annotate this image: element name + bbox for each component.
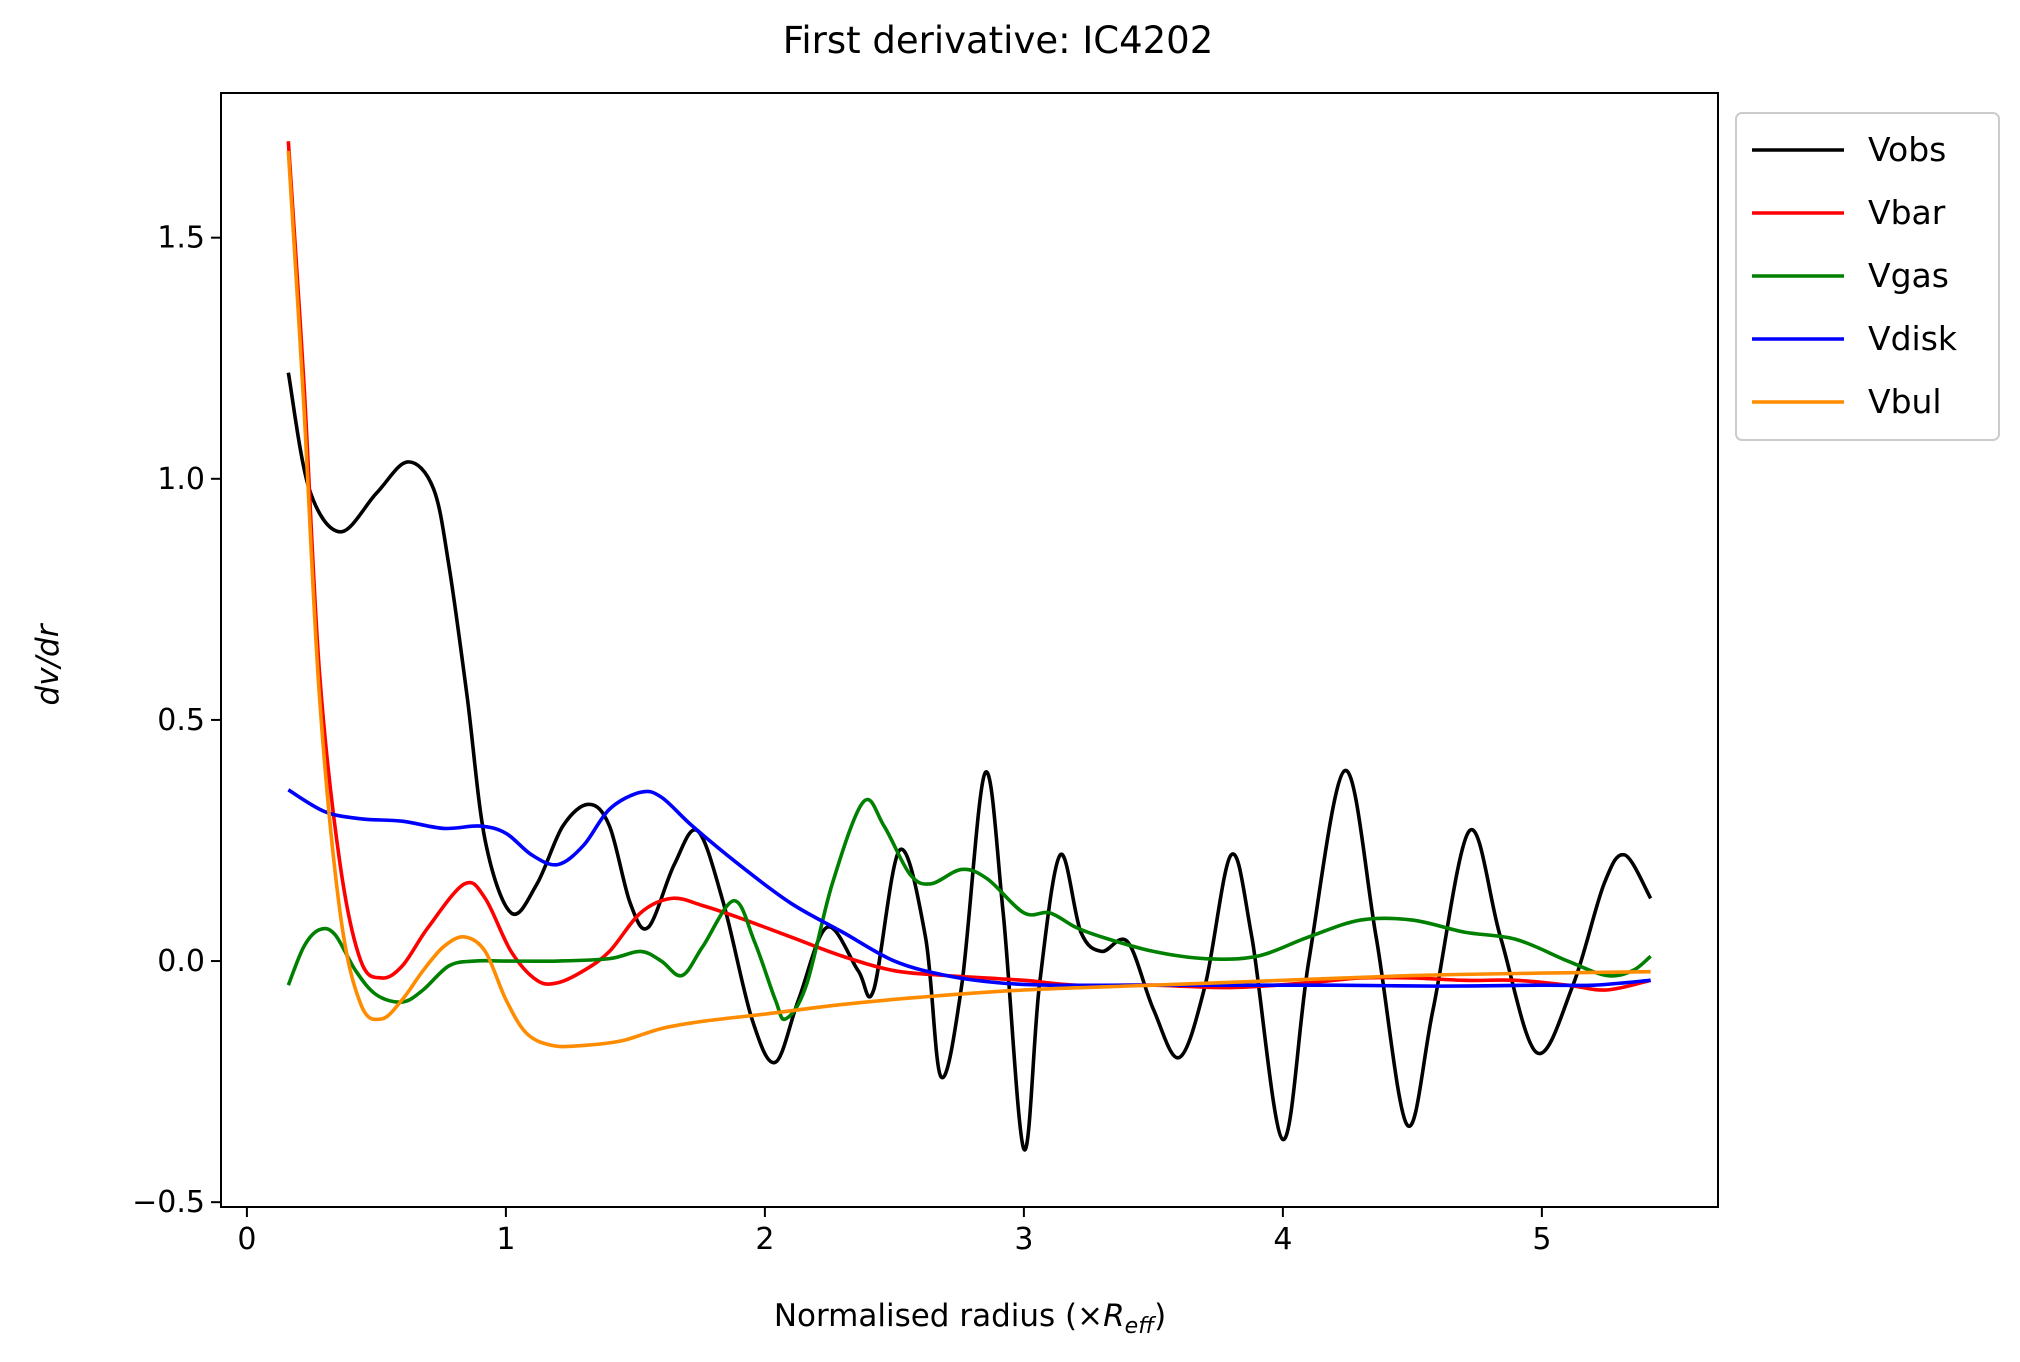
y-axis-label: dv/dr <box>30 622 66 705</box>
y-tick-label: 0.5 <box>157 703 205 738</box>
series-layer <box>286 141 1653 1152</box>
legend-frame <box>1735 112 2000 441</box>
legend-label-vbul: Vbul <box>1868 382 1942 421</box>
plot-frame <box>220 92 1719 1208</box>
x-tick-label: 0 <box>237 1222 256 1257</box>
legend-label-vbar: Vbar <box>1868 193 1946 232</box>
legend-label-vgas: Vgas <box>1868 256 1949 295</box>
legend: Vobs Vbar Vgas Vdisk Vbul <box>1735 112 2000 441</box>
x-tick-label: 4 <box>1273 1222 1292 1257</box>
legend-label-vobs: Vobs <box>1868 130 1946 169</box>
series-line-vgas <box>286 797 1652 1022</box>
x-tick-label: 3 <box>1014 1222 1033 1257</box>
x-tick-label: 5 <box>1532 1222 1551 1257</box>
y-tick-label: 1.5 <box>157 221 205 256</box>
y-axis: −0.5 0.0 0.5 1.0 1.5 <box>132 221 221 1220</box>
y-tick-label: 1.0 <box>157 462 205 497</box>
series-line-vbul <box>286 150 1651 1049</box>
chart-title: First derivative: IC4202 <box>783 19 1214 62</box>
y-tick-label: 0.0 <box>157 944 205 979</box>
x-tick-label: 1 <box>496 1222 515 1257</box>
x-axis-label: Normalised radius (×Reff) <box>774 1298 1166 1339</box>
series-line-vdisk <box>287 788 1651 988</box>
y-tick-label: −0.5 <box>132 1185 205 1220</box>
x-axis: 0 1 2 3 4 5 <box>237 1207 1551 1257</box>
x-tick-label: 2 <box>755 1222 774 1257</box>
legend-label-vdisk: Vdisk <box>1868 319 1958 358</box>
series-line-vobs <box>286 372 1653 1152</box>
